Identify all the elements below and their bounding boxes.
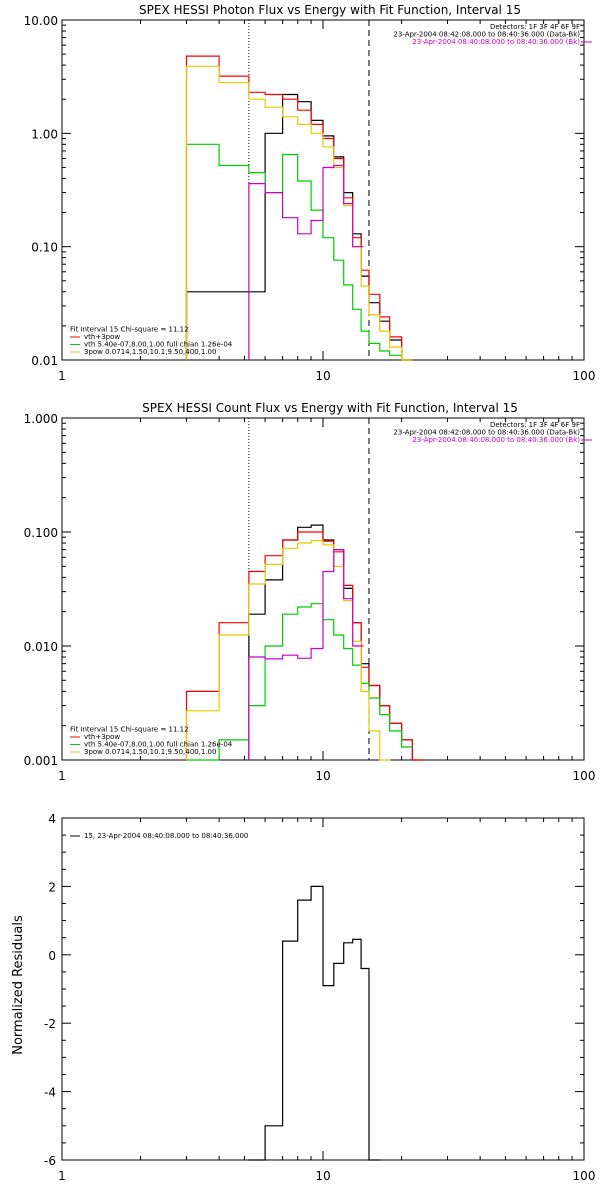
series-line-0 — [248, 885, 380, 1161]
series-line-data-bk — [248, 524, 424, 761]
x-tick-label: 1 — [58, 769, 66, 783]
x-tick-label: 100 — [573, 1169, 596, 1183]
header-text: 23-Apr-2004 08:42:08.000 to 08:40:36.000… — [393, 31, 580, 39]
y-tick-label: -2 — [44, 1017, 56, 1031]
y-tick-label: 2 — [48, 880, 56, 894]
series-line-vth-3pow — [185, 55, 413, 361]
x-tick-label: 10 — [315, 369, 330, 383]
legend-entry: vth+3pow — [84, 733, 120, 741]
series-line-data-bk — [185, 93, 413, 361]
header-text: 23-Apr-2004 08:40:08.000 to 08:40:36.000… — [412, 436, 580, 444]
y-tick-label: 10.00 — [24, 14, 58, 28]
y-tick-label: 1.00 — [31, 127, 58, 141]
x-tick-label: 1 — [58, 1169, 66, 1183]
series-line-bk — [248, 164, 364, 360]
plot-frame — [61, 817, 585, 1161]
y-tick-label: 0.01 — [31, 354, 58, 368]
header-text: 23-Apr-2004 08:42:08.000 to 08:40:36.000… — [393, 429, 580, 437]
series-line-3pow — [185, 540, 391, 761]
x-tick-label: 1 — [58, 369, 66, 383]
legend-entry: 3pow 0.0714,1.50,10.1,9.50,400,1.00 — [84, 348, 216, 356]
legend-entry: vth+3pow — [84, 333, 120, 341]
y-tick-label: 0 — [48, 949, 56, 963]
legend-entry: vth 5.40e-07,8.00,1.00 full chian 1.26e-… — [84, 741, 233, 749]
y-tick-label: 1.000 — [24, 412, 58, 426]
count-flux-chart: SPEX HESSI Count Flux vs Energy with Fit… — [24, 401, 596, 783]
header-text: Detectors: 1F 3F 4F 6F 9F — [490, 421, 580, 429]
y-tick-label: 0.010 — [24, 640, 58, 654]
residuals-chart: Normalized Residuals 1 10 100 4 2 0 -2 -4 -6 15, … — [11, 812, 595, 1183]
y-tick-label: 0.10 — [31, 241, 58, 255]
photon-flux-chart: SPEX HESSI Photon Flux vs Energy with Fi… — [24, 3, 596, 383]
y-tick-label: 0.100 — [24, 526, 58, 540]
header-text: Detectors: 1F 3F 4F 6F 9F — [490, 23, 580, 31]
header-text: 23-Apr-2004 08:40:08.000 to 08:40:36.000… — [412, 38, 580, 46]
y-tick-label: -4 — [44, 1086, 56, 1100]
legend-entry: Fit Interval 15 Chi-square = 11.12 — [70, 326, 189, 334]
chart-title: SPEX HESSI Photon Flux vs Energy with Fi… — [139, 3, 521, 17]
y-tick-label: 0.001 — [24, 754, 58, 768]
x-tick-label: 100 — [573, 769, 596, 783]
series-line-bk — [248, 549, 364, 760]
series-line-vth — [185, 143, 413, 361]
legend-entry: 15, 23-Apr-2004 08:40:08.000 to 08:40:36… — [84, 832, 248, 840]
x-tick-label: 10 — [315, 1169, 330, 1183]
series-line-3pow — [185, 65, 413, 361]
y-tick-label: -6 — [44, 1154, 56, 1168]
series-line-vth-3pow — [185, 531, 424, 761]
x-tick-label: 10 — [315, 769, 330, 783]
legend-entry: 3pow 0.0714,1.50,10.1,9.50,400,1.00 — [84, 748, 216, 756]
series-line-vth — [186, 603, 413, 761]
y-axis-label: Normalized Residuals — [11, 915, 26, 1055]
y-tick-label: 4 — [48, 812, 56, 826]
legend-entry: Fit Interval 15 Chi-square = 11.12 — [70, 726, 189, 734]
x-tick-label: 100 — [573, 369, 596, 383]
chart-title: SPEX HESSI Count Flux vs Energy with Fit… — [142, 401, 518, 415]
legend-entry: vth 5.40e-07,8.00,1.00 full chian 1.26e-… — [84, 341, 233, 349]
